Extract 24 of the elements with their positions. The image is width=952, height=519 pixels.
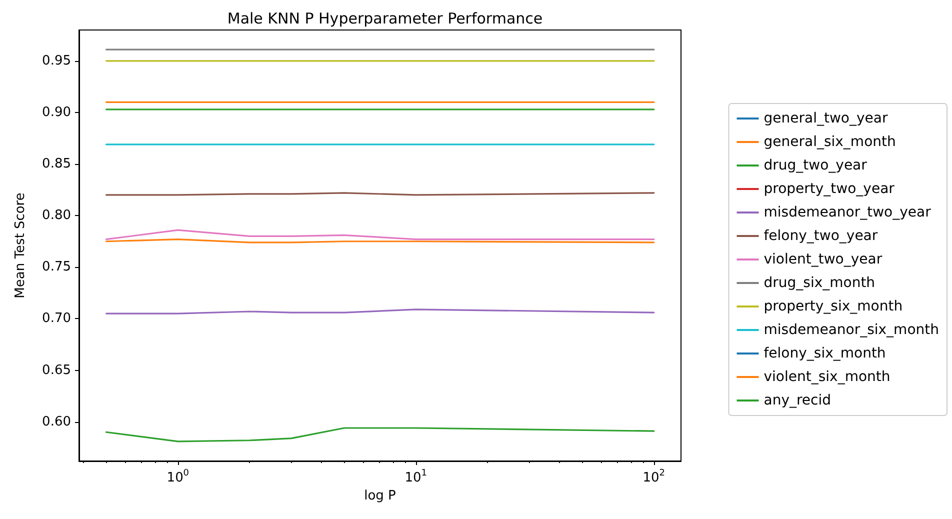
legend-label: any_recid: [764, 392, 832, 408]
y-tick-label: 0.65: [42, 362, 71, 378]
y-tick-label: 0.90: [42, 104, 71, 120]
chart-title: Male KNN P Hyperparameter Performance: [227, 10, 543, 28]
y-tick-label: 0.95: [42, 53, 71, 68]
legend-label: general_six_month: [764, 134, 896, 150]
legend-label: felony_two_year: [764, 228, 878, 244]
y-tick-label: 0.60: [42, 414, 71, 430]
x-axis-title: log P: [364, 488, 396, 504]
y-tick-label: 0.80: [42, 208, 71, 224]
legend-label: violent_six_month: [764, 369, 890, 385]
y-tick-label: 0.85: [42, 156, 71, 172]
legend-label: property_two_year: [764, 181, 895, 197]
legend-label: drug_six_month: [764, 275, 876, 291]
y-tick-label: 0.75: [42, 260, 71, 275]
legend-label: felony_six_month: [764, 346, 886, 362]
legend-label: drug_two_year: [764, 158, 868, 174]
y-axis-title: Mean Test Score: [13, 192, 28, 298]
legend-label: misdemeanor_two_year: [764, 204, 932, 220]
legend-label: general_two_year: [764, 110, 888, 126]
y-tick-label: 0.70: [42, 311, 71, 326]
legend-label: misdemeanor_six_month: [764, 322, 940, 338]
legend-label: violent_two_year: [764, 252, 882, 268]
legend-label: property_six_month: [764, 298, 903, 314]
